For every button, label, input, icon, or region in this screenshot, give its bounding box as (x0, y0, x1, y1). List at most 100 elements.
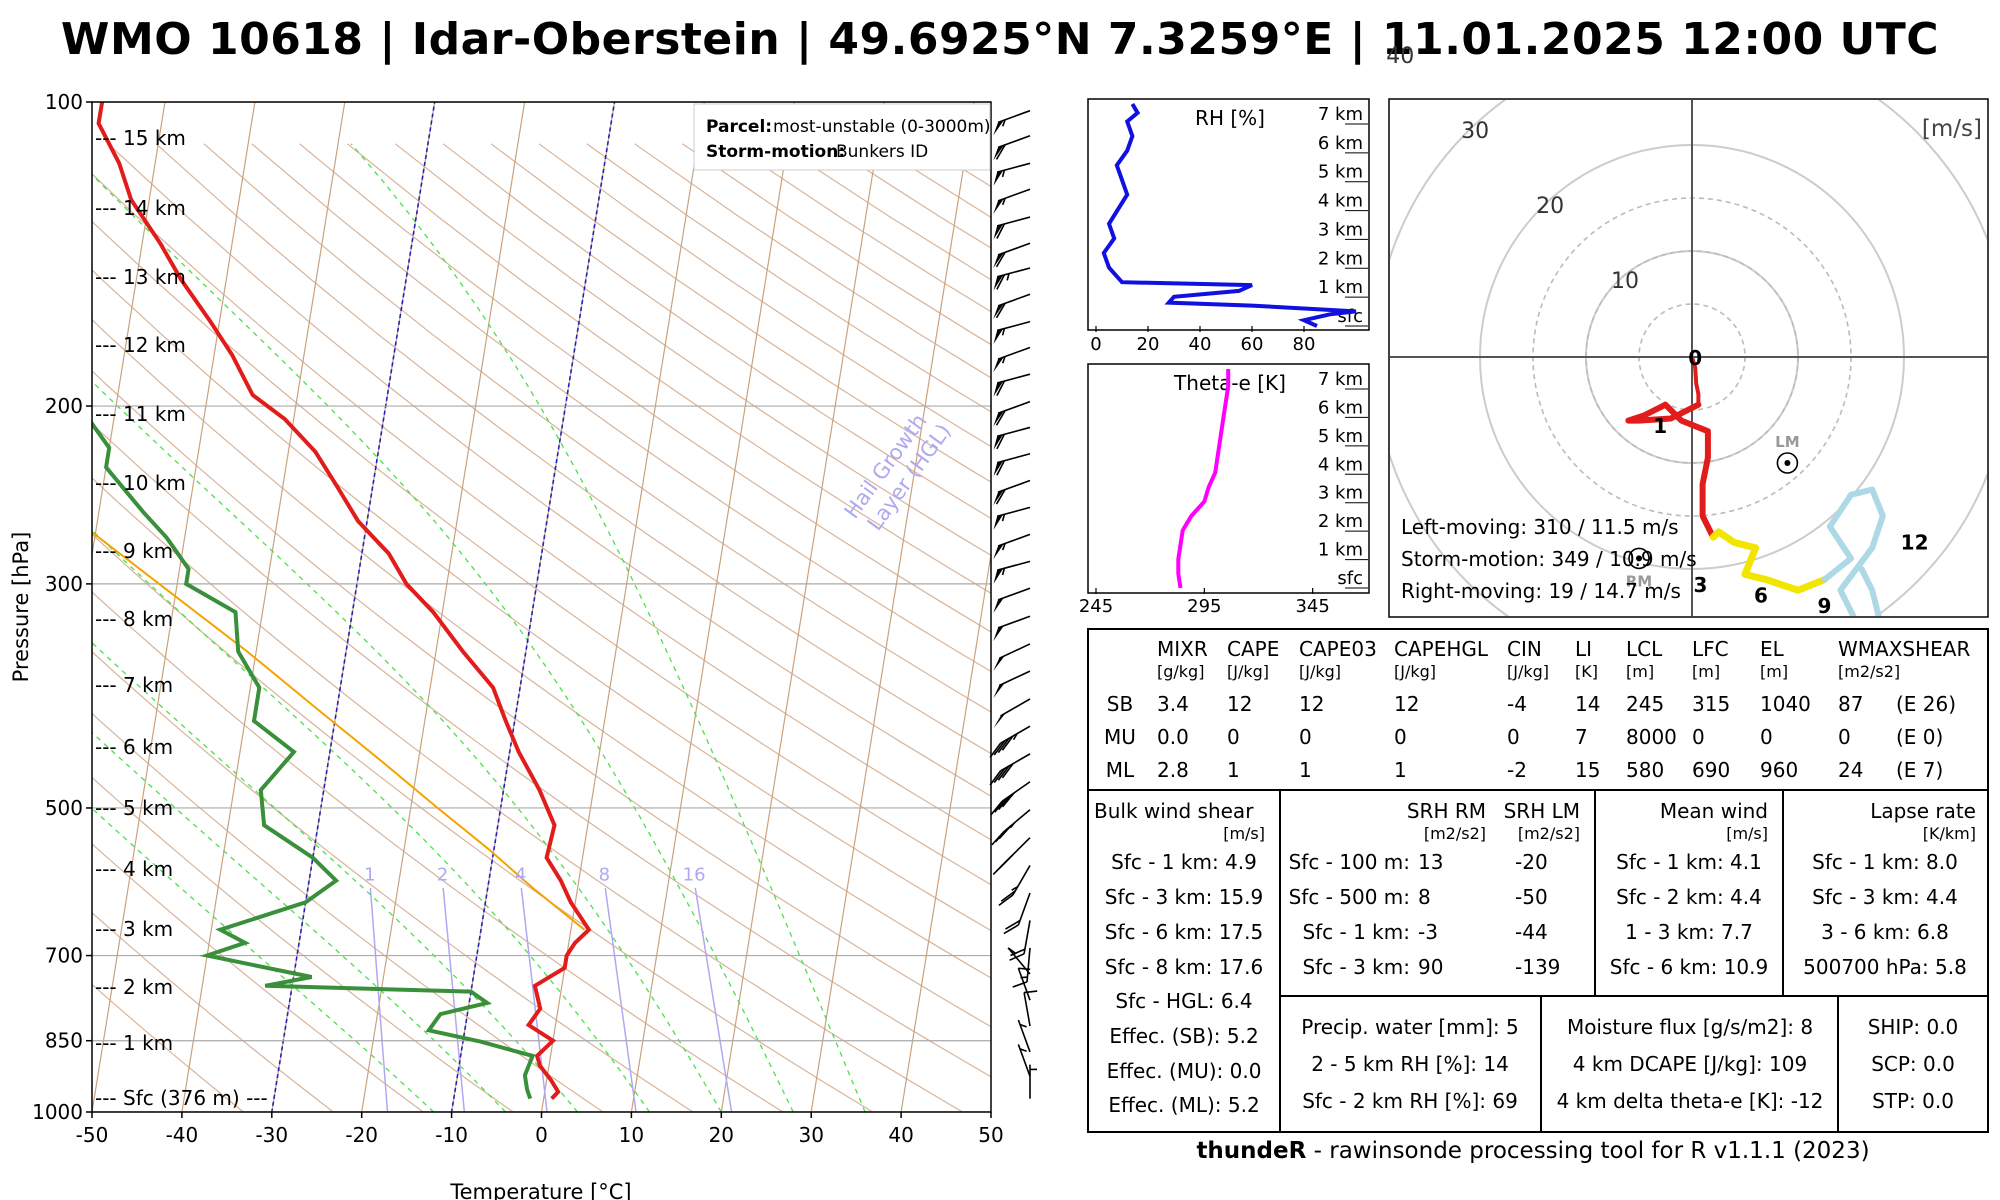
page-title: WMO 10618 | Idar-Oberstein | 49.6925°N 7… (60, 14, 1940, 65)
height-tick-label: 5 km (1318, 426, 1363, 447)
wind-barb-full (995, 410, 1006, 426)
height-tick-label: 6 km (1318, 397, 1363, 418)
legend-parcel-value: most-unstable (0-3000m) (773, 117, 991, 137)
srh-row-lm: -139 (1515, 955, 1560, 979)
height-labels: --- 15 km --- 14 km --- 13 km --- 12 km --- … (95, 126, 268, 1110)
hodograph-ring-label: 40 (1386, 44, 1414, 69)
height-label: --- 6 km (95, 735, 173, 759)
bulk-shear-row: Effec. (ML): 5.2 (1108, 1093, 1259, 1117)
wind-barb-flag (993, 597, 1004, 614)
wind-barb-half (1001, 568, 1006, 576)
wind-barb (1017, 1019, 1031, 1053)
params-cell: 3.4 (1157, 692, 1189, 716)
x-tick-label: 40 (1189, 334, 1212, 355)
hodograph-height-label: 12 (1901, 531, 1929, 555)
wind-barb (993, 242, 1031, 269)
isotherm (630, 102, 795, 1112)
height-tick-label: sfc (1337, 568, 1363, 589)
params-cell: 0 (1394, 725, 1407, 749)
wind-barb-flag (993, 625, 1004, 642)
wind-barb-staff (997, 479, 1031, 493)
wind-barb-staff (997, 346, 1031, 360)
hgl-isotherm (450, 102, 616, 1112)
isotherm (92, 102, 166, 559)
isotherm (720, 102, 885, 1112)
y-tick-label: 100 (45, 90, 83, 114)
x-tick-label: 20 (1137, 334, 1160, 355)
params-cell: 315 (1692, 692, 1730, 716)
bulk-shear-title: Bulk wind shear (1094, 799, 1254, 823)
hodograph-ring-label: 30 (1461, 119, 1489, 144)
dry-adiabat (92, 269, 991, 932)
legend-storm-key: Storm-motion: (706, 142, 845, 162)
params-cell: (E 26) (1896, 692, 1956, 716)
params-units: [g/kg] [J/kg] [J/kg] [J/kg] [J/kg] [K] [… (1157, 662, 1900, 681)
hodograph-marker-rm: RM (1626, 547, 1652, 590)
params-row-label: ML (1106, 758, 1135, 782)
wind-barb-full (1001, 792, 1015, 808)
wind-barb-half (1019, 1023, 1027, 1028)
y-tick-label: 300 (45, 572, 83, 596)
dry-adiabat (107, 143, 991, 797)
wind-barb (991, 809, 1031, 846)
footer-credit: thundeR - rawinsonde processing tool for… (1083, 1138, 1983, 1164)
srh-row-label: Sfc - 1 km: (1302, 920, 1410, 944)
wind-barb-flag (993, 543, 1004, 560)
mean-wind-row: Sfc - 2 km: 4.4 (1616, 885, 1762, 909)
srh-row-lm: -50 (1515, 885, 1548, 909)
params-row-label: SB (1107, 692, 1133, 716)
hdr-wmaxshear: WMAXSHEAR (1838, 637, 1970, 661)
composite-row: SCP: 0.0 (1871, 1052, 1955, 1076)
wind-barb (992, 837, 1031, 875)
wind-barb-full (997, 737, 1010, 754)
mixing-ratio-label: 8 (599, 865, 610, 886)
wind-barb-flag (993, 514, 1004, 530)
hodograph-height-label: 3 (1694, 573, 1708, 597)
wind-barb-half (1001, 119, 1006, 127)
wind-barb-full (996, 223, 1006, 239)
wind-barb-flag (993, 198, 1004, 215)
wind-barb-flag (993, 224, 1004, 240)
flux-row: 4 km delta theta-e [K]: -12 (1557, 1089, 1824, 1113)
wind-barb (993, 267, 1031, 291)
srh-row-rm: 8 (1418, 885, 1431, 909)
wind-barb-staff (1000, 698, 1031, 717)
marker-label: RM (1626, 572, 1652, 590)
lapse-rate-row: Sfc - 1 km: 8.0 (1812, 850, 1958, 874)
params-cell: 15 (1575, 758, 1600, 782)
wind-barb-staff (997, 188, 1031, 202)
x-tick-label: -20 (345, 1123, 378, 1147)
wind-barb (993, 426, 1031, 450)
wind-barb-flag (993, 120, 1004, 136)
wind-barb-staff (997, 533, 1031, 547)
params-cell: 245 (1626, 692, 1664, 716)
params-cell: 0 (1692, 725, 1705, 749)
srh-row-label: Sfc - 500 m: (1289, 885, 1410, 909)
unit-lfc: [m] (1692, 662, 1720, 681)
mixing-ratio-line (520, 887, 548, 1112)
wind-barb (990, 781, 1031, 816)
composite-row: SHIP: 0.0 (1868, 1015, 1959, 1039)
height-tick-label: 4 km (1318, 454, 1363, 475)
hodograph-segment (1741, 570, 1828, 594)
wind-barb (993, 506, 1031, 530)
wind-barb-staff (996, 373, 1031, 384)
wind-barb (993, 533, 1031, 560)
composites-block: SHIP: 0.0 SCP: 0.0 STP: 0.0 (1868, 1015, 1959, 1113)
hodograph-segment (1625, 401, 1717, 541)
wind-barb-staff (1023, 992, 1031, 1027)
height-label: --- 8 km (95, 607, 173, 631)
marker-label: LM (1775, 433, 1800, 451)
hdr-el: EL (1760, 637, 1785, 661)
hodograph-labels: 10 20 30 40 0 1 3 6 9 12 LM RM (1386, 44, 1928, 618)
wind-barb-full (997, 765, 1010, 781)
y-tick-label: 1000 (32, 1100, 83, 1124)
height-label: --- 3 km (95, 917, 173, 941)
bulk-shear-row: Effec. (SB): 5.2 (1109, 1024, 1258, 1048)
wind-barb-staff (1000, 753, 1031, 772)
wind-barb (1029, 1064, 1037, 1099)
hodograph-stat-left: Left-moving: 310 / 11.5 m/s (1401, 515, 1679, 539)
height-label: --- 2 km (95, 975, 173, 999)
moist-adiabat (92, 380, 722, 1112)
